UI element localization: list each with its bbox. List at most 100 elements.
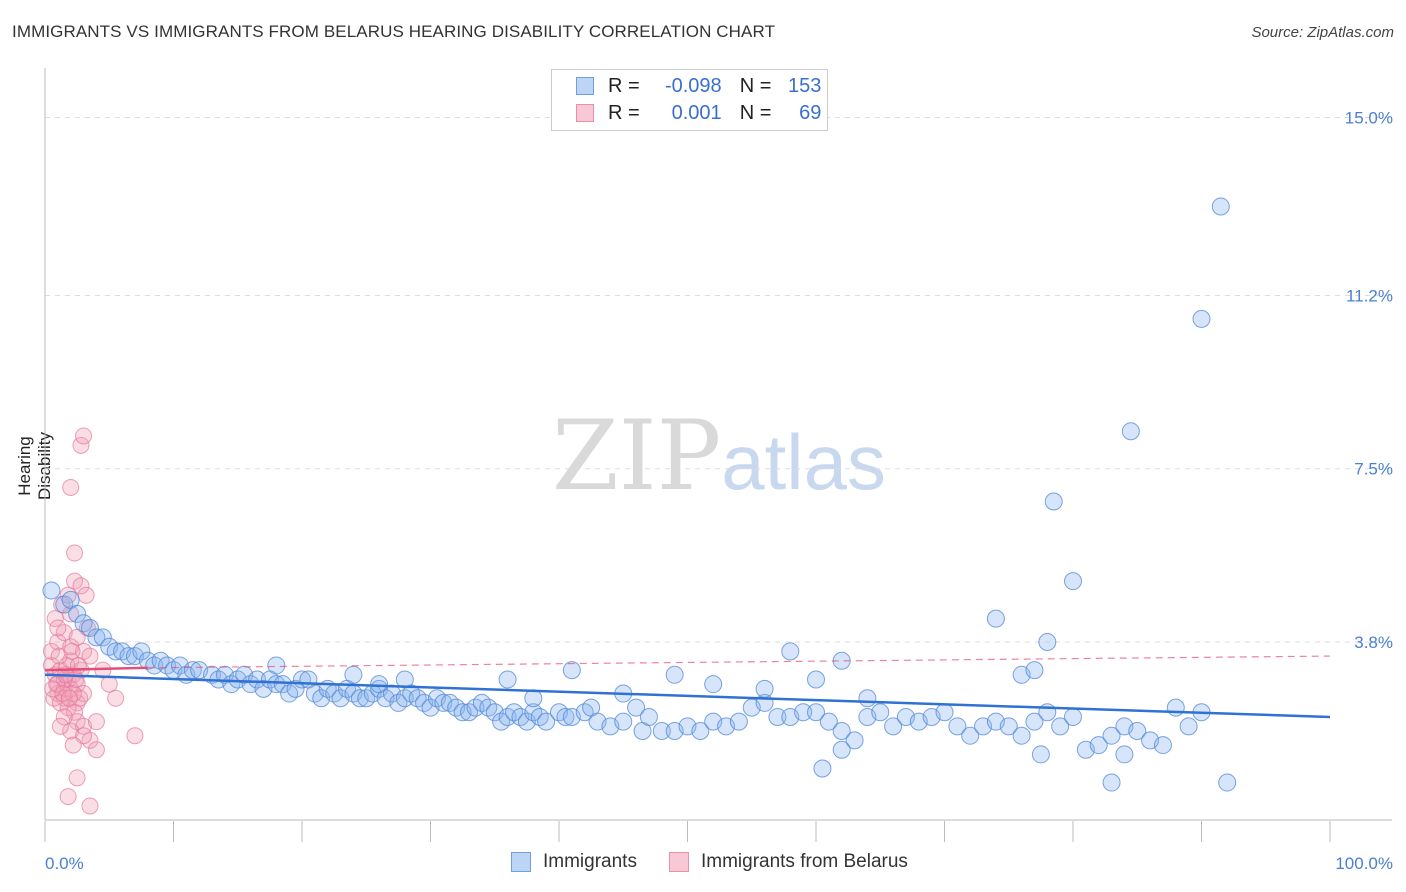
immigrants-point bbox=[344, 665, 363, 684]
watermark-zip: ZIP bbox=[552, 400, 722, 512]
belarus-point bbox=[62, 722, 80, 740]
immigrants-point bbox=[1211, 197, 1230, 216]
immigrants-point bbox=[370, 675, 389, 694]
belarus-point bbox=[51, 717, 69, 735]
immigrants-point bbox=[614, 712, 633, 731]
immigrants-point bbox=[665, 665, 684, 684]
immigrants-point bbox=[575, 703, 594, 722]
immigrants-point bbox=[1128, 722, 1147, 741]
gridlines bbox=[45, 116, 1392, 643]
belarus-point bbox=[49, 633, 67, 651]
y-tick-label: 3.8% bbox=[1354, 633, 1393, 652]
belarus-point bbox=[66, 544, 84, 562]
legend-r-label: R = bbox=[608, 74, 640, 97]
immigrants-point bbox=[395, 670, 414, 689]
immigrants-point bbox=[158, 656, 177, 675]
immigrants-point bbox=[1102, 726, 1121, 745]
legend-row-belarus: R = 0.001 N = 69 bbox=[576, 101, 821, 125]
immigrants-point bbox=[280, 684, 299, 703]
belarus-trend-line-extrapolated bbox=[147, 655, 1331, 669]
immigrants-point bbox=[1166, 698, 1185, 717]
immigrants-point bbox=[395, 689, 414, 708]
immigrants-point bbox=[1044, 492, 1063, 511]
immigrants-point bbox=[781, 642, 800, 661]
immigrants-point bbox=[1153, 736, 1172, 755]
immigrants-point bbox=[530, 707, 549, 726]
immigrants-point bbox=[68, 604, 87, 623]
legend-swatch-pink bbox=[576, 104, 594, 122]
immigrants-point bbox=[961, 726, 980, 745]
belarus-point bbox=[62, 478, 80, 496]
belarus-point bbox=[68, 769, 86, 787]
chart-title: IMMIGRANTS VS IMMIGRANTS FROM BELARUS HE… bbox=[12, 22, 776, 41]
belarus-point bbox=[64, 736, 82, 754]
series-legend: Immigrants Immigrants from Belarus bbox=[511, 851, 940, 873]
immigrants-point bbox=[845, 731, 864, 750]
legend-swatch-pink bbox=[668, 852, 689, 872]
belarus-point bbox=[59, 788, 77, 806]
immigrants-point bbox=[1064, 707, 1082, 726]
belarus-point bbox=[75, 717, 93, 735]
immigrants-trend-line bbox=[44, 673, 1331, 719]
immigrants-point bbox=[1121, 422, 1140, 441]
immigrants-point bbox=[138, 651, 157, 670]
immigrants-point bbox=[652, 722, 671, 741]
legend-n-value: 69 bbox=[799, 101, 822, 124]
immigrants-point bbox=[556, 707, 575, 726]
immigrants-point bbox=[691, 722, 710, 741]
immigrants-point bbox=[1025, 712, 1044, 731]
tick-labels: 3.8% 7.5% 11.2% 15.0% 0.0% 100.0% bbox=[45, 108, 1393, 873]
immigrants-point bbox=[794, 703, 813, 722]
belarus-point bbox=[62, 605, 80, 623]
legend-n-label: N = bbox=[739, 101, 772, 124]
belarus-point bbox=[63, 642, 81, 660]
belarus-point bbox=[77, 586, 95, 604]
belarus-point bbox=[81, 647, 99, 665]
immigrants-point bbox=[267, 675, 286, 694]
belarus-point bbox=[126, 727, 144, 745]
belarus-point bbox=[72, 577, 90, 595]
immigrants-point bbox=[1102, 773, 1121, 792]
immigrants-point bbox=[389, 693, 408, 712]
immigrants-point bbox=[42, 581, 61, 600]
belarus-point bbox=[81, 797, 99, 815]
legend-r-value: -0.098 bbox=[664, 74, 722, 97]
immigrants-point bbox=[248, 670, 267, 689]
immigrants-point bbox=[498, 670, 517, 689]
immigrants-point bbox=[74, 614, 93, 633]
immigrants-point bbox=[1031, 745, 1050, 764]
immigrants-point bbox=[639, 707, 658, 726]
immigrants-point bbox=[986, 609, 1005, 628]
legend-r-label: R = bbox=[608, 101, 640, 124]
immigrants-point bbox=[884, 717, 903, 736]
immigrants-point bbox=[537, 712, 556, 731]
immigrants-point bbox=[999, 717, 1018, 736]
y-tick-label: 11.2% bbox=[1346, 286, 1393, 305]
immigrants-point bbox=[1051, 717, 1070, 736]
immigrants-point bbox=[1192, 309, 1211, 328]
immigrants-point bbox=[466, 698, 485, 717]
immigrants-point bbox=[755, 679, 774, 698]
immigrants-point bbox=[524, 689, 543, 708]
trend-lines bbox=[44, 655, 1331, 719]
immigrants-point bbox=[93, 628, 112, 647]
immigrants-point bbox=[492, 712, 511, 731]
immigrants-point bbox=[55, 595, 74, 614]
immigrants-point bbox=[807, 703, 825, 722]
belarus-points bbox=[42, 427, 144, 815]
legend-n-label: N = bbox=[739, 74, 772, 97]
belarus-point bbox=[60, 689, 78, 707]
immigrants-point bbox=[132, 642, 151, 661]
immigrants-point bbox=[807, 670, 825, 689]
y-tick-label: 15.0% bbox=[1345, 108, 1393, 127]
immigrants-point bbox=[80, 618, 99, 637]
immigrants-point bbox=[1179, 717, 1198, 736]
immigrants-point bbox=[832, 740, 851, 759]
belarus-point bbox=[55, 708, 73, 726]
x-tick-label-min: 0.0% bbox=[45, 854, 84, 873]
legend-n-value: 153 bbox=[788, 74, 822, 97]
immigrants-point bbox=[151, 651, 170, 670]
immigrants-point bbox=[1038, 633, 1057, 652]
immigrants-point bbox=[357, 689, 376, 708]
immigrants-points bbox=[42, 197, 1237, 792]
